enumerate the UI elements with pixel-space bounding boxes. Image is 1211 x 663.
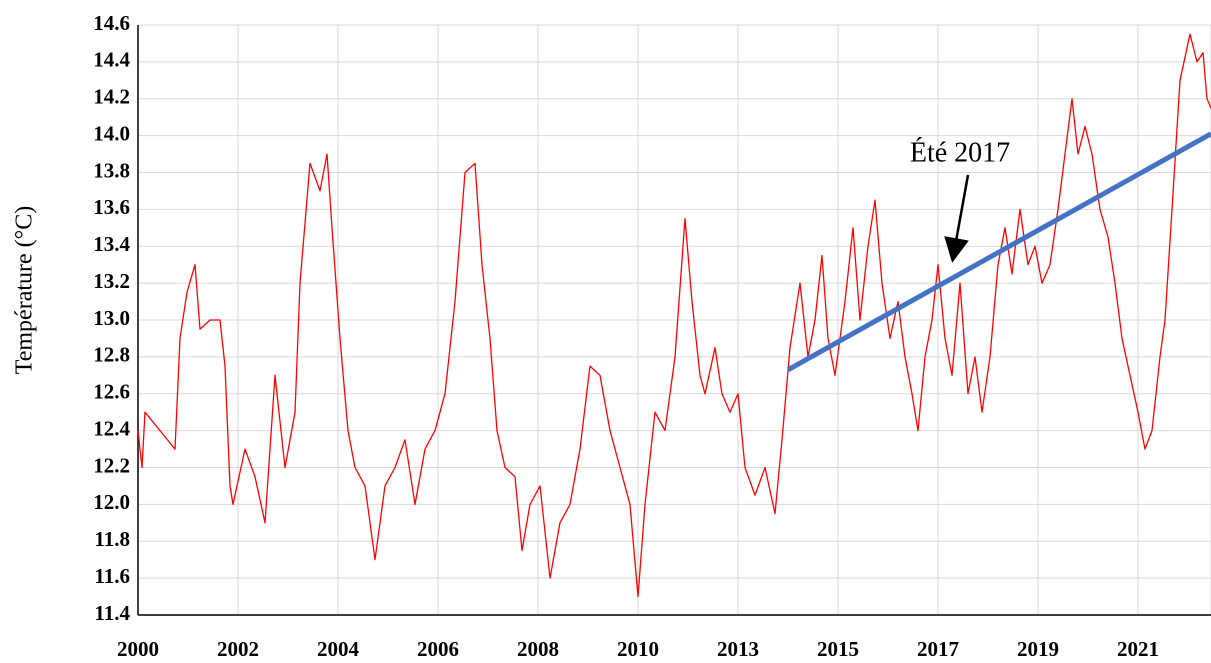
x-tick-label: 2015	[817, 637, 859, 661]
y-tick-label: 13.6	[93, 195, 130, 219]
y-tick-label: 14.0	[93, 121, 130, 145]
y-tick-label: 12.4	[93, 416, 130, 440]
y-tick-label: 11.8	[94, 527, 130, 551]
data-line	[137, 33, 1211, 598]
y-tick-label: 13.2	[93, 269, 130, 293]
x-tick-label: 2021	[1117, 637, 1159, 661]
x-tick-label: 2000	[117, 637, 159, 661]
y-tick-label: 13.8	[93, 158, 130, 182]
y-tick-label: 14.2	[93, 85, 130, 109]
annotation-arrow	[944, 174, 970, 263]
y-tick-label: 13.0	[93, 306, 130, 330]
x-tick-label: 2017	[917, 637, 959, 661]
y-axis-label: Température (°C)	[12, 206, 38, 375]
y-tick-label: 11.6	[94, 564, 130, 588]
x-tick-label: 2002	[217, 637, 259, 661]
y-tick-label: 12.6	[93, 380, 130, 404]
x-tick-label: 2019	[1017, 637, 1059, 661]
y-tick-label: 12.2	[93, 453, 130, 477]
y-tick-label: 14.4	[93, 48, 130, 72]
y-tick-label: 11.4	[94, 601, 130, 625]
trend-line	[786, 131, 1211, 372]
x-tick-label: 2008	[517, 637, 559, 661]
x-tick-label: 2010	[617, 637, 659, 661]
x-tick-label: 2004	[317, 637, 360, 661]
y-tick-label: 12.0	[93, 490, 130, 514]
y-tick-label: 13.4	[93, 232, 130, 256]
y-tick-label: 14.6	[93, 11, 130, 35]
x-tick-label: 2013	[717, 637, 759, 661]
y-tick-label: 12.8	[93, 343, 130, 367]
annotation: Été 2017	[910, 137, 1010, 168]
x-tick-label: 2006	[417, 637, 459, 661]
